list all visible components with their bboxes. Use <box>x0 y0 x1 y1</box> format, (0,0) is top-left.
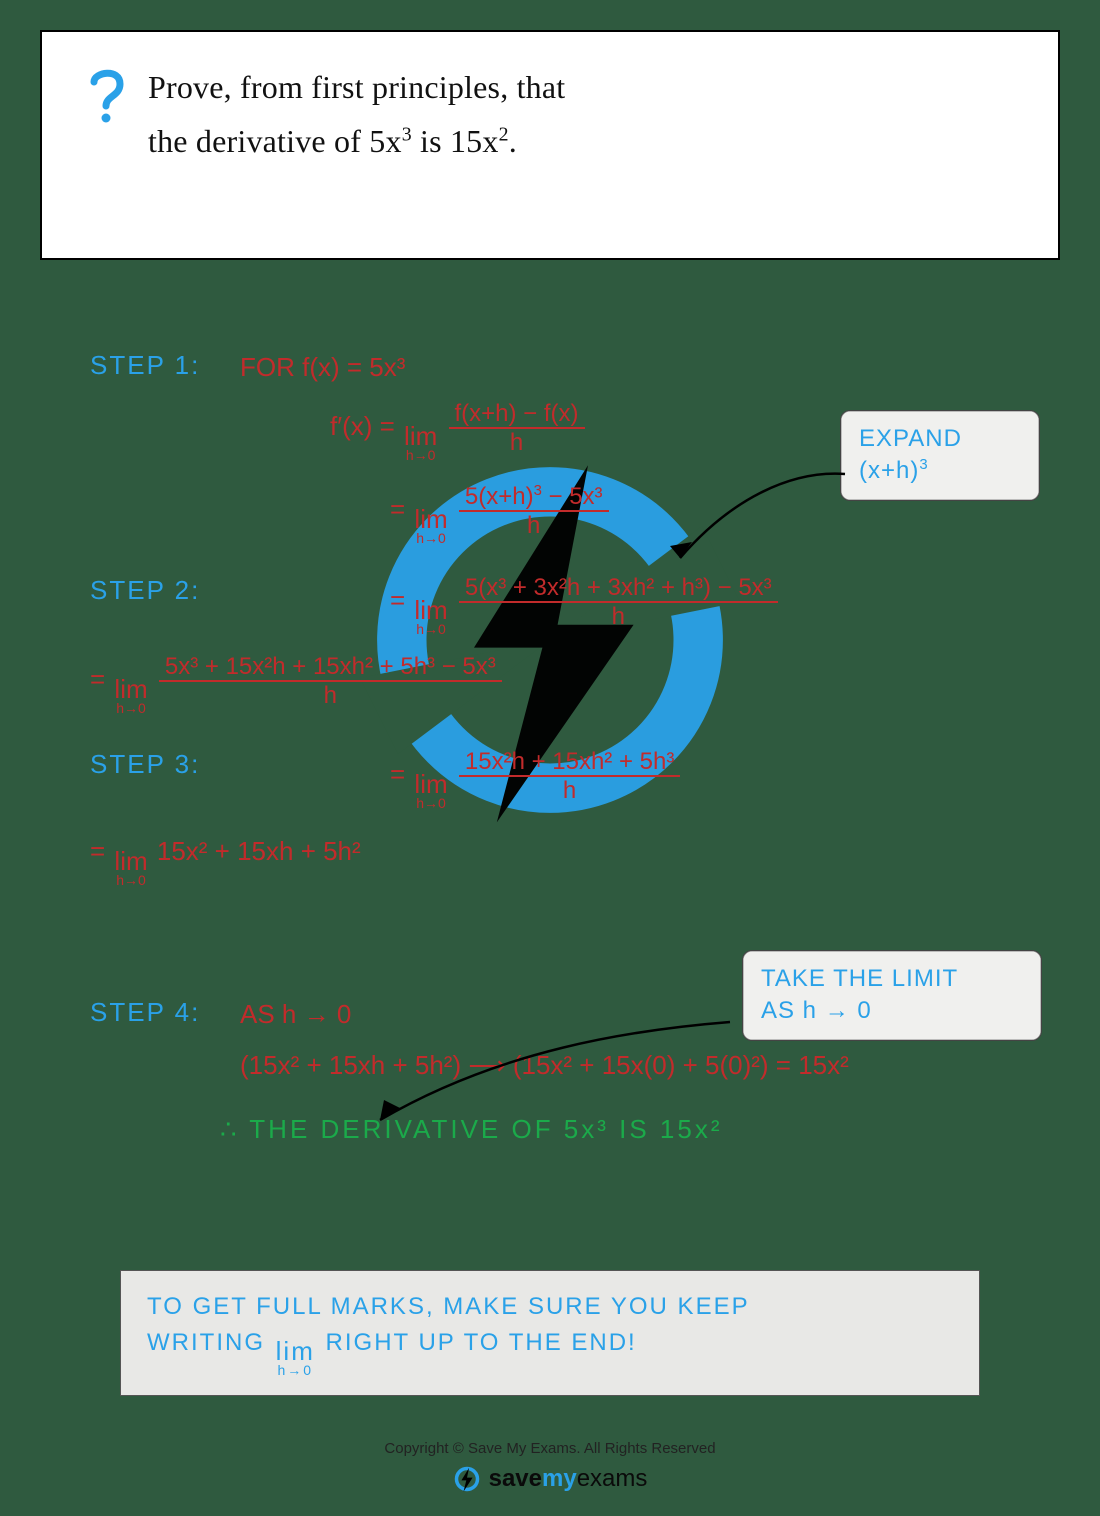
step-4-label: STEP 4: <box>90 997 240 1028</box>
line-expanded-2: = limh→0 5x³ + 15x²h + 15xh² + 5h³ − 5x³… <box>90 654 1040 715</box>
tip-box: TO GET FULL MARKS, MAKE SURE YOU KEEP WR… <box>120 1270 980 1396</box>
question-line1: Prove, from first principles, that <box>148 69 565 105</box>
copyright: Copyright © Save My Exams. All Rights Re… <box>0 1440 1100 1457</box>
question-mark-icon <box>86 66 128 131</box>
step4-as: AS h → 0 <box>240 997 351 1032</box>
step4-result: (15x² + 15xh + 5h²) ⟶ (15x² + 15x(0) + 5… <box>240 1048 1040 1083</box>
brand-logo: savemyexams <box>453 1465 648 1493</box>
callout-expand: EXPAND (x+h)3 <box>840 410 1040 501</box>
brand-bolt-icon <box>453 1465 481 1493</box>
step-1-label: STEP 1: <box>90 350 240 381</box>
step-2-label: STEP 2: <box>90 575 240 606</box>
question-box: Prove, from first principles, that the d… <box>40 30 1060 260</box>
question-text: Prove, from first principles, that the d… <box>148 60 565 169</box>
question-line2-pre: the derivative of <box>148 123 369 159</box>
line-cancelled-num: = limh→0 15x²h + 15xh² + 5h³h <box>390 749 682 810</box>
step1-line: FOR f(x) = 5x³ <box>240 350 405 385</box>
conclusion: ∴ THE DERIVATIVE OF 5x³ IS 15x² <box>220 1114 1040 1145</box>
step-3-label: STEP 3: <box>90 749 240 780</box>
callout-limit: TAKE THE LIMIT AS h → 0 <box>742 950 1042 1041</box>
footer: Copyright © Save My Exams. All Rights Re… <box>0 1440 1100 1498</box>
line-expanded-1: = limh→0 5(x³ + 3x²h + 3xh² + h³) − 5x³h <box>390 575 780 636</box>
line-simplified: = limh→0 15x² + 15xh + 5h² <box>90 834 1040 887</box>
